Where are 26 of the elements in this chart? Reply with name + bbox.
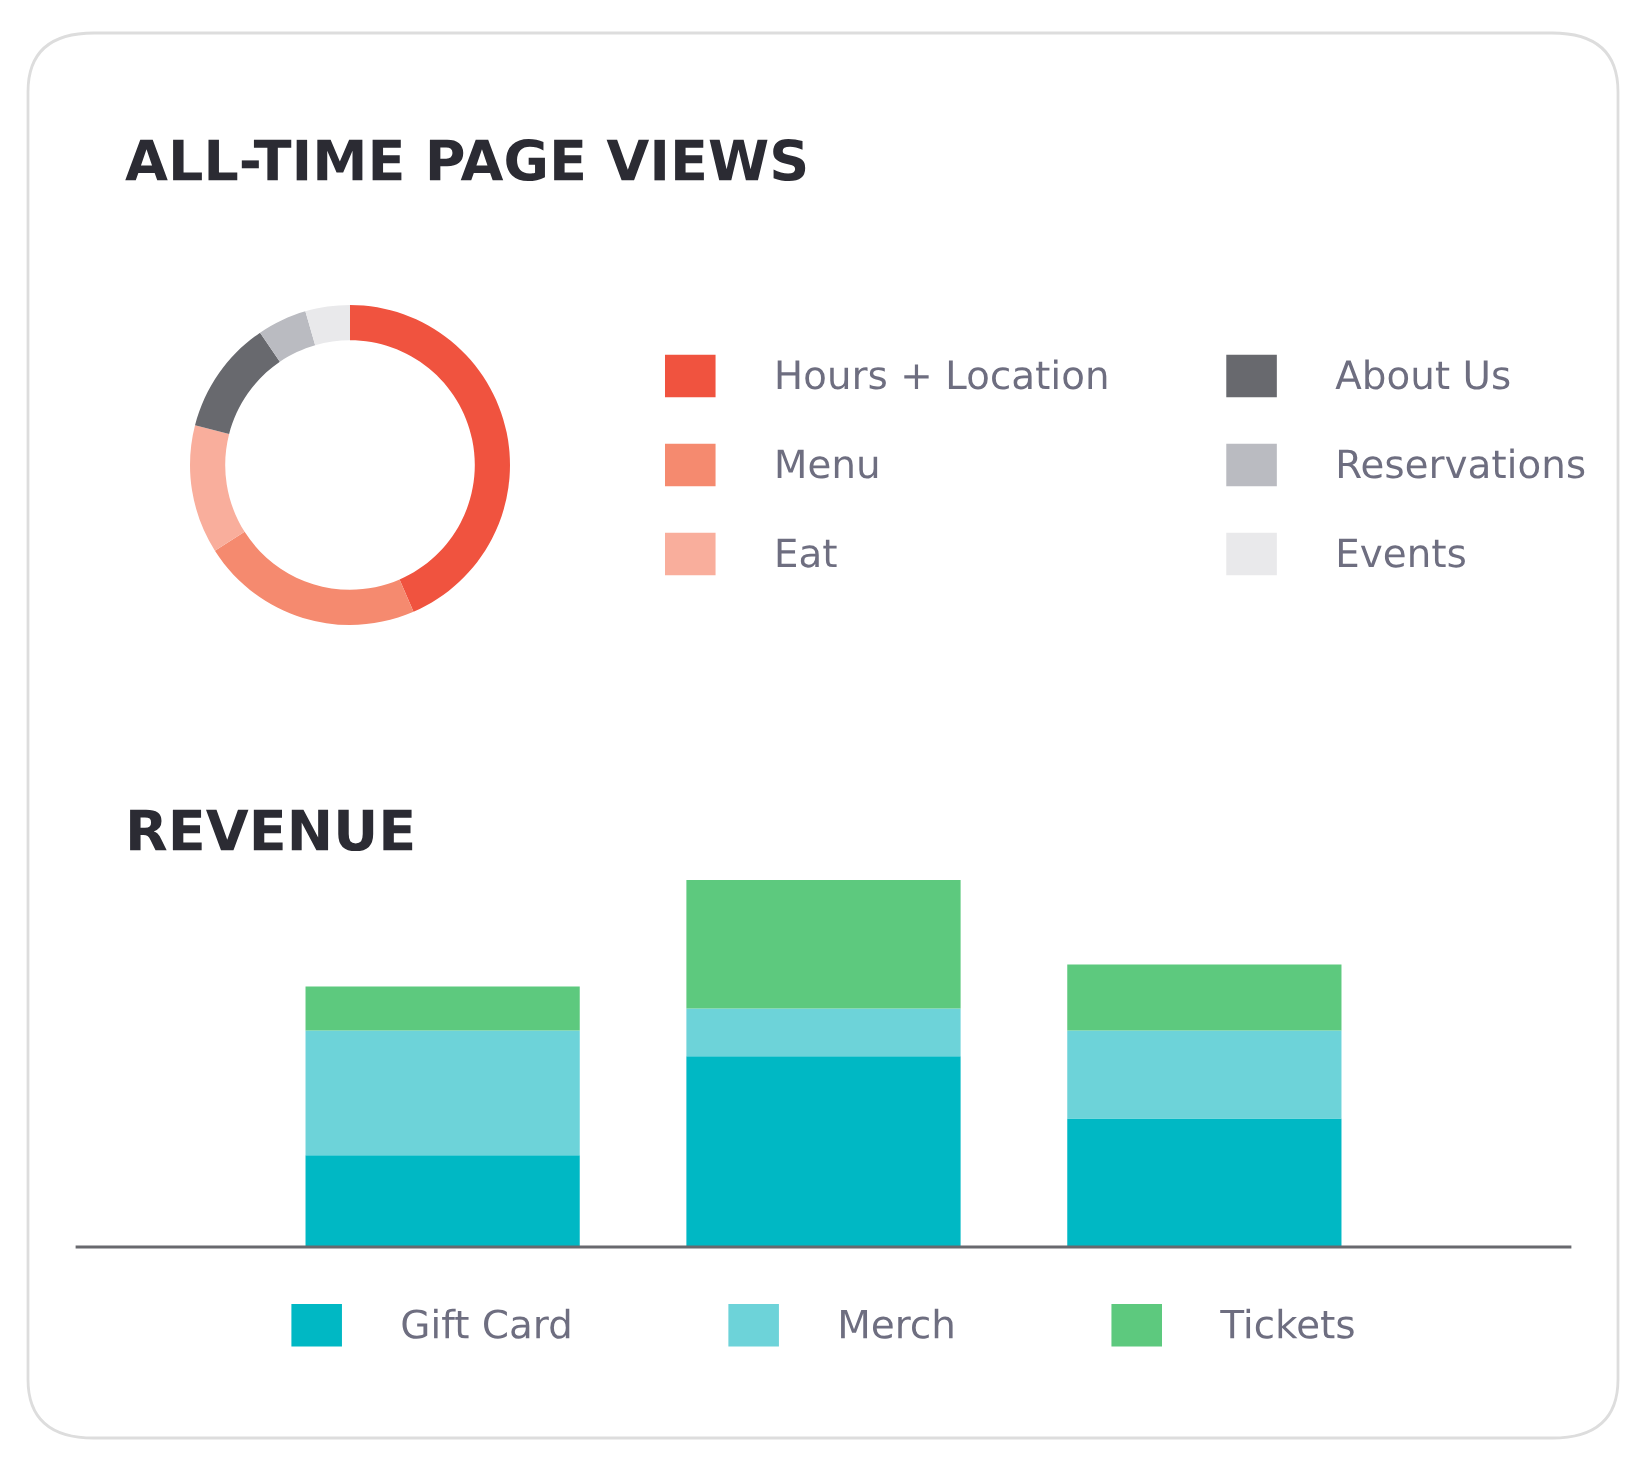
bar [686, 880, 961, 1009]
donut-slice [260, 311, 316, 362]
bar [305, 1155, 580, 1247]
legend-label: Hours + Location [777, 359, 1107, 390]
legend-label: Menu [777, 449, 878, 479]
bar [1067, 1118, 1342, 1247]
chart-title: REVENUE [130, 809, 413, 852]
legend-label: Gift Card [402, 1308, 570, 1339]
legend-label: Merch [841, 1308, 953, 1339]
bar [1067, 964, 1342, 1031]
donut-slice [350, 305, 510, 612]
bar [305, 986, 580, 1031]
legend-label: Events [1338, 538, 1465, 568]
chart-title: ALL-TIME PAGE VIEWS [125, 139, 806, 182]
donut-slice [305, 305, 350, 346]
bar [686, 1056, 961, 1247]
donut-slice [214, 531, 414, 625]
legend-label: Reservations [1338, 448, 1585, 479]
bar [305, 1030, 580, 1156]
legend-label: Tickets [1220, 1308, 1354, 1339]
legend-label: Eat [777, 538, 837, 568]
legend-label: About Us [1335, 359, 1510, 390]
donut-slice [195, 332, 280, 434]
bar [1067, 1030, 1342, 1119]
donut-slice [190, 425, 245, 551]
bar [686, 1008, 961, 1057]
